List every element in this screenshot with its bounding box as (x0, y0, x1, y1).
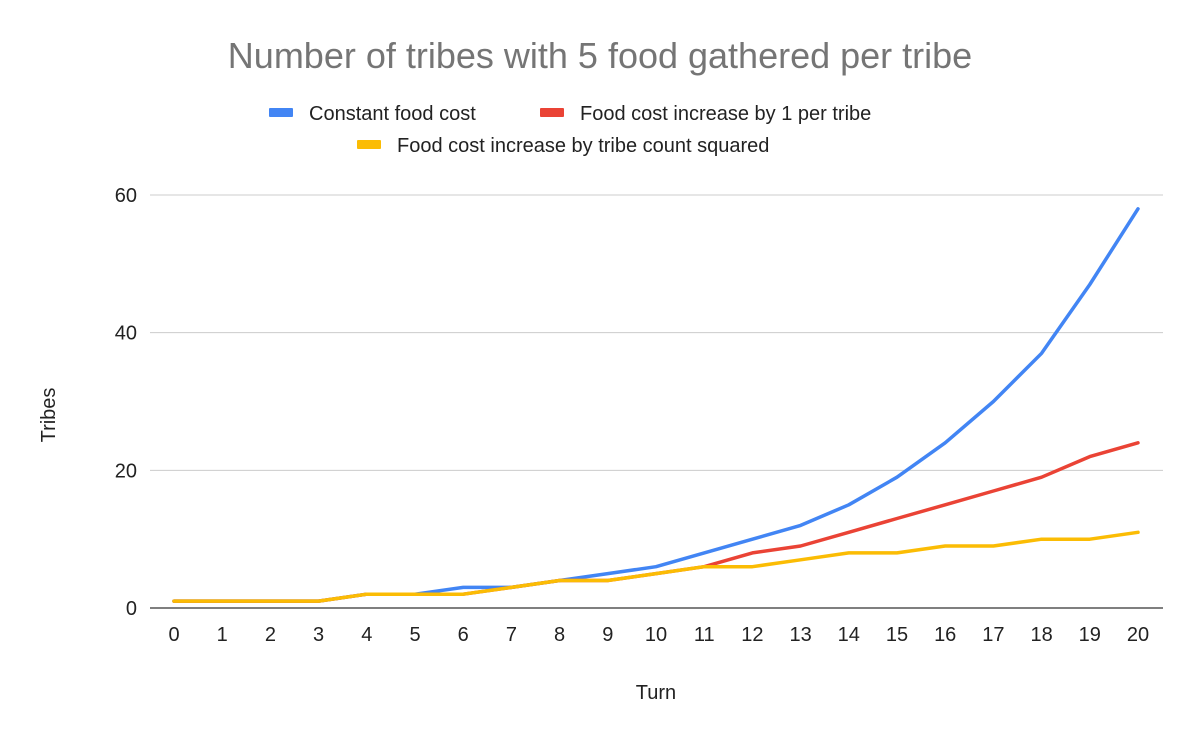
legend-label: Food cost increase by 1 per tribe (580, 103, 871, 125)
x-tick-label: 19 (1079, 624, 1101, 646)
legend-label: Constant food cost (309, 103, 476, 125)
x-tick-label: 8 (554, 624, 565, 646)
x-tick-label: 3 (313, 624, 324, 646)
x-tick-label: 13 (789, 624, 811, 646)
y-axis-ticks: 0 20 40 60 (115, 185, 137, 620)
y-tick-label: 20 (115, 460, 137, 482)
series-lines (172, 207, 1140, 603)
legend-swatch (540, 108, 564, 117)
y-axis-title: Tribes (38, 388, 60, 443)
chart-title: Number of tribes with 5 food gathered pe… (228, 35, 972, 76)
x-axis-title: Turn (636, 682, 676, 704)
x-tick-label: 11 (694, 624, 715, 646)
x-tick-label: 20 (1127, 624, 1149, 646)
y-tick-label: 40 (115, 323, 137, 345)
x-tick-label: 18 (1030, 624, 1052, 646)
legend-label: Food cost increase by tribe count square… (397, 135, 769, 157)
x-tick-label: 6 (458, 624, 469, 646)
legend-item-1: Food cost increase by 1 per tribe (540, 103, 871, 125)
x-tick-label: 10 (645, 624, 667, 646)
x-tick-label: 4 (361, 624, 372, 646)
y-tick-label: 0 (126, 598, 137, 620)
x-tick-label: 15 (886, 624, 908, 646)
x-tick-label: 7 (506, 624, 517, 646)
series-line-2 (172, 530, 1140, 603)
x-tick-label: 12 (741, 624, 763, 646)
legend-item-0: Constant food cost (269, 103, 476, 125)
legend: Constant food cost Food cost increase by… (269, 103, 871, 157)
x-axis-ticks: 0 1 2 3 4 5 6 7 8 9 10 11 12 13 14 15 16 17 18 19 20 (168, 624, 1149, 646)
x-tick-label: 2 (265, 624, 276, 646)
legend-item-2: Food cost increase by tribe count square… (357, 135, 769, 157)
x-tick-label: 16 (934, 624, 956, 646)
x-tick-label: 1 (217, 624, 228, 646)
y-tick-label: 60 (115, 185, 137, 207)
gridlines (150, 194, 1163, 471)
x-tick-label: 14 (838, 624, 860, 646)
x-tick-label: 17 (982, 624, 1004, 646)
x-tick-label: 0 (168, 624, 179, 646)
legend-swatch (269, 108, 293, 117)
legend-swatch (357, 140, 381, 149)
x-tick-label: 5 (409, 624, 420, 646)
x-tick-label: 9 (602, 624, 613, 646)
